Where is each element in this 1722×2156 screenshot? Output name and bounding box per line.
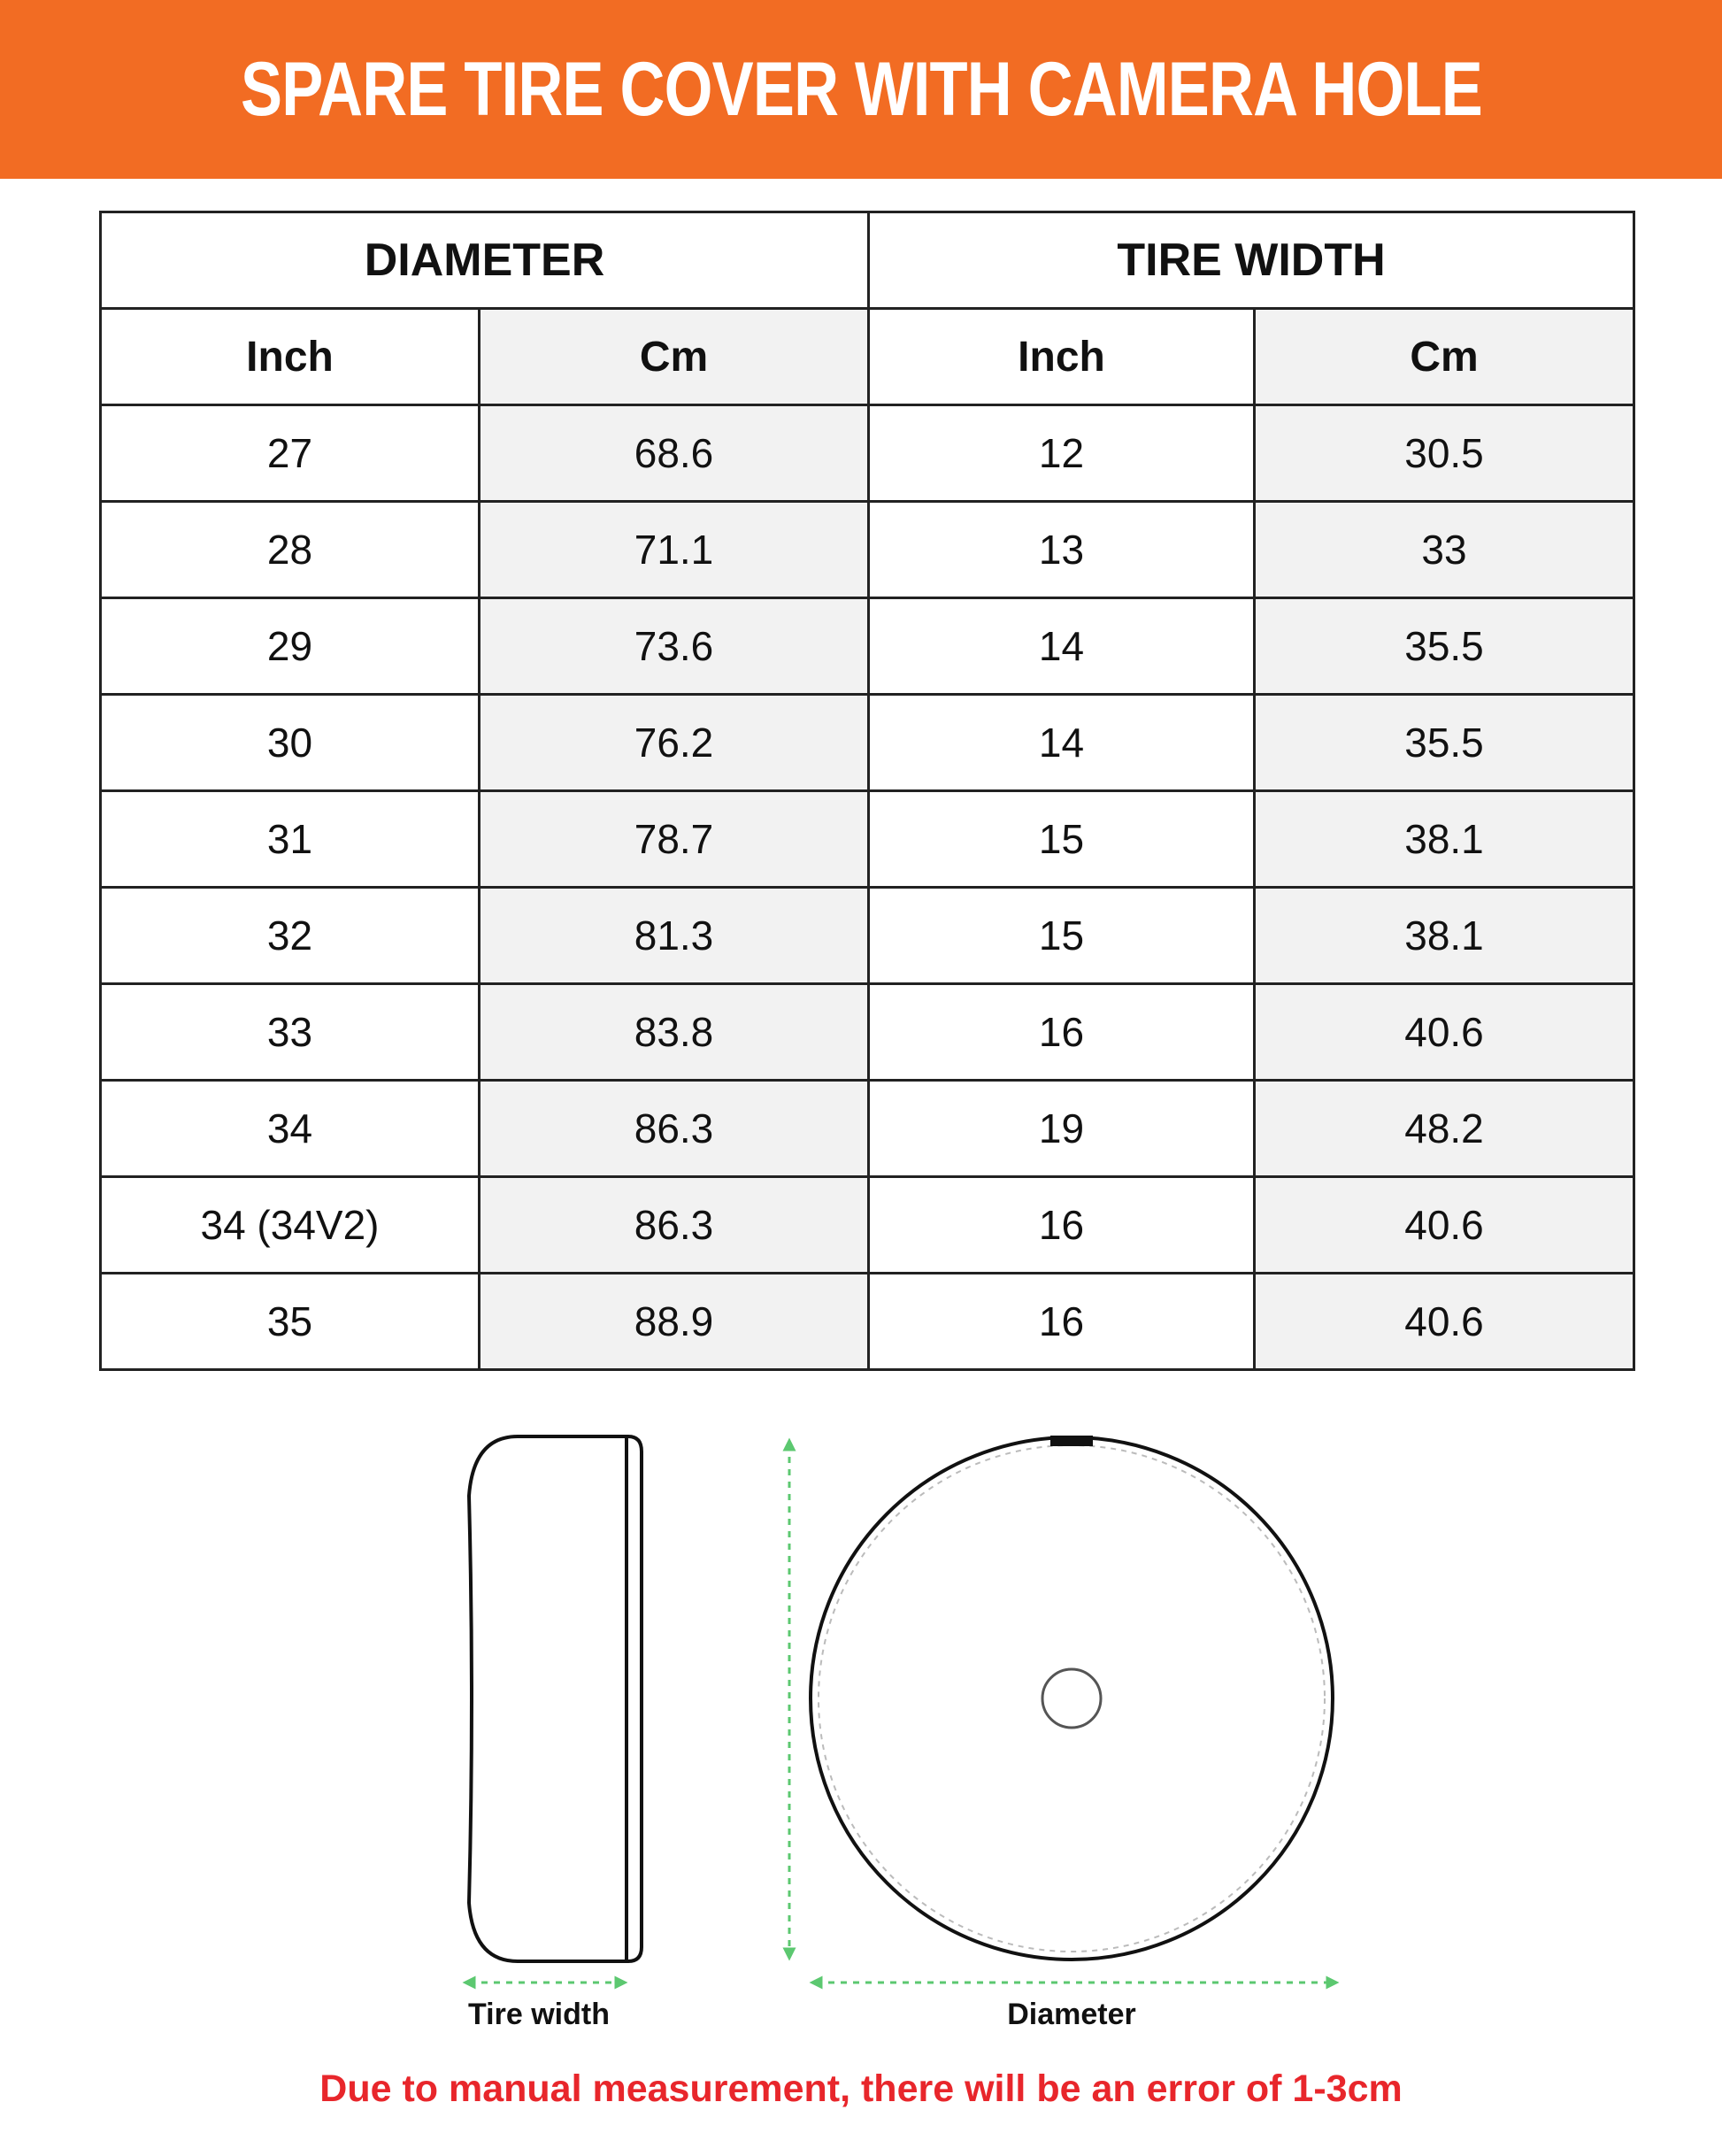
width-cm-header: Cm (1252, 307, 1636, 406)
width-inch-cell: 14 (867, 693, 1256, 792)
table-row: 33 83.8 16 40.6 (99, 982, 1636, 1082)
diameter-cm-cell: 76.2 (478, 693, 870, 792)
diameter-header: DIAMETER (99, 211, 870, 310)
diameter-cm-cell: 88.9 (478, 1272, 870, 1371)
diameter-inch-cell: 31 (99, 789, 480, 889)
width-cm-cell: 33 (1252, 500, 1636, 599)
width-inch-cell: 13 (867, 500, 1256, 599)
diameter-cm-cell: 83.8 (478, 982, 870, 1082)
table-row: 35 88.9 16 40.6 (99, 1272, 1636, 1371)
size-chart-table: DIAMETER TIRE WIDTH Inch Cm Inch Cm 27 68… (99, 211, 1636, 1371)
width-inch-cell: 16 (867, 1175, 1256, 1274)
diameter-cm-cell: 71.1 (478, 500, 870, 599)
side-view-icon (466, 1435, 643, 1963)
diameter-inch-cell: 34 (34V2) (99, 1175, 480, 1274)
width-inch-cell: 14 (867, 597, 1256, 696)
table-row: 28 71.1 13 33 (99, 500, 1636, 599)
tire-width-header: TIRE WIDTH (866, 211, 1636, 310)
diameter-inch-cell: 27 (99, 404, 480, 503)
hub-hole-icon (1041, 1667, 1103, 1729)
diameter-cm-cell: 73.6 (478, 597, 870, 696)
diameter-cm-cell: 68.6 (478, 404, 870, 503)
diameter-cm-cell: 86.3 (478, 1079, 870, 1178)
width-cm-cell: 40.6 (1252, 982, 1636, 1082)
table-row: 30 76.2 14 35.5 (99, 693, 1636, 792)
width-cm-cell: 38.1 (1252, 789, 1636, 889)
width-cm-cell: 40.6 (1252, 1272, 1636, 1371)
width-inch-cell: 16 (867, 982, 1256, 1082)
width-inch-cell: 19 (867, 1079, 1256, 1178)
diameter-inch-cell: 33 (99, 982, 480, 1082)
diameter-cm-header: Cm (478, 307, 870, 406)
table-row: 34 86.3 19 48.2 (99, 1079, 1636, 1178)
diameter-cm-cell: 81.3 (478, 886, 870, 985)
diameter-inch-header: Inch (99, 307, 480, 406)
page-title: SPARE TIRE COVER WITH CAMERA HOLE (240, 46, 1483, 132)
measurement-note: Due to manual measurement, there will be… (319, 2067, 1403, 2110)
diameter-inch-cell: 29 (99, 597, 480, 696)
width-cm-cell: 35.5 (1252, 597, 1636, 696)
table-row: 27 68.6 12 30.5 (99, 404, 1636, 503)
width-cm-cell: 48.2 (1252, 1079, 1636, 1178)
title-banner: SPARE TIRE COVER WITH CAMERA HOLE (0, 0, 1722, 179)
tire-width-label: Tire width (468, 1998, 610, 2031)
diameter-inch-cell: 32 (99, 886, 480, 985)
camera-hole-icon (1050, 1436, 1093, 1446)
front-view-icon (809, 1436, 1334, 1961)
width-inch-cell: 12 (867, 404, 1256, 503)
width-inch-cell: 15 (867, 789, 1256, 889)
diameter-inch-cell: 34 (99, 1079, 480, 1178)
width-cm-cell: 35.5 (1252, 693, 1636, 792)
table-row: 29 73.6 14 35.5 (99, 597, 1636, 696)
diameter-inch-cell: 30 (99, 693, 480, 792)
table-row: 34 (34V2) 86.3 16 40.6 (99, 1175, 1636, 1274)
width-cm-cell: 30.5 (1252, 404, 1636, 503)
diameter-inch-cell: 35 (99, 1272, 480, 1371)
diameter-cm-cell: 86.3 (478, 1175, 870, 1274)
width-cm-cell: 38.1 (1252, 886, 1636, 985)
table-row: 32 81.3 15 38.1 (99, 886, 1636, 985)
width-inch-cell: 16 (867, 1272, 1256, 1371)
table-row: 31 78.7 15 38.1 (99, 789, 1636, 889)
width-inch-header: Inch (867, 307, 1256, 406)
width-cm-cell: 40.6 (1252, 1175, 1636, 1274)
diameter-label: Diameter (1007, 1998, 1136, 2031)
diameter-cm-cell: 78.7 (478, 789, 870, 889)
diameter-inch-cell: 28 (99, 500, 480, 599)
width-inch-cell: 15 (867, 886, 1256, 985)
